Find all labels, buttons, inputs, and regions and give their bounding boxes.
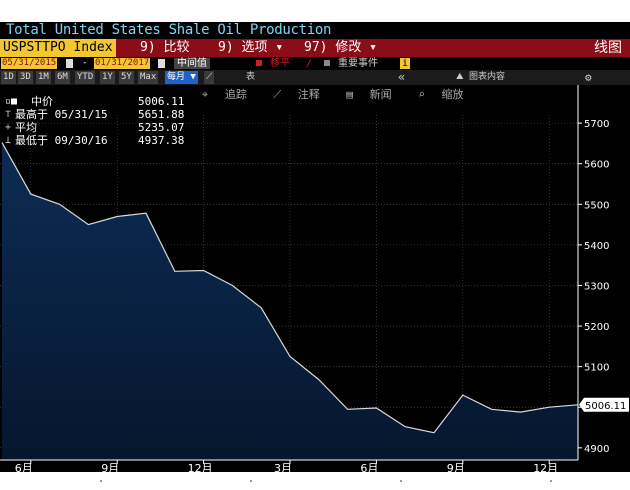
chart-title: Total United States Shale Oil Production (6, 22, 332, 38)
average-line-icon: + (5, 122, 12, 133)
y-tick-label: 5500 (584, 200, 609, 211)
mid-legend-icon: ▫■ (5, 96, 18, 107)
title-bar: Total United States Shale Oil Production (0, 22, 630, 39)
y-tick-label: 4900 (584, 444, 609, 455)
chart-area[interactable]: 490050005100520053005400550056005700 6月2… (0, 85, 630, 472)
pen-icon: ⟋ (273, 88, 282, 101)
range-button-1m[interactable]: 1M (36, 71, 51, 84)
date-separator: - (82, 58, 88, 68)
x-tick-label: 9月 (447, 462, 465, 472)
events-info-badge[interactable]: i (400, 58, 411, 69)
start-date-field[interactable]: 05/31/2015 (1, 58, 58, 69)
edit-dropdown-icon: ▾ (369, 40, 377, 55)
x-tick-label: 6月 (15, 462, 33, 472)
annotate-tool[interactable]: ⟋ 注释 (273, 88, 320, 101)
chart-content-button[interactable]: ⛰ 图表内容 (456, 72, 505, 82)
moving-avg-toggle[interactable]: 移平 (270, 58, 290, 69)
range-button-max[interactable]: Max (138, 71, 159, 84)
track-tool[interactable]: ⌖ 追踪 (202, 88, 247, 101)
bloomberg-chart-window: Total United States Shale Oil Production… (0, 22, 630, 472)
range-toolbar: 1D 3D 1M 6M YTD 1Y 5Y Max 每月 ▼ ⟋ 表 « ⛰ 图… (0, 70, 630, 85)
x-tick-label: 12月 (533, 462, 558, 472)
last-value-marker: 5006.11 (579, 397, 629, 412)
settings-icon[interactable]: ⚙ (585, 71, 592, 84)
news-icon: ▤ (346, 88, 354, 101)
compare-menu[interactable]: 9) 比较 (140, 40, 190, 55)
mid-value-dropdown[interactable]: 中间值 (174, 58, 210, 69)
range-button-3d[interactable]: 3D (18, 71, 33, 84)
x-tick-label: 9月 (101, 462, 119, 472)
chart-type-button[interactable]: 线图 (594, 40, 622, 56)
moving-avg-swatch-icon (256, 60, 262, 66)
chart-content-icon: ⛰ (456, 72, 464, 82)
last-value-box (579, 397, 629, 412)
range-button-6m[interactable]: 6M (55, 71, 70, 84)
zoom-tool[interactable]: ⌕ 缩放 (418, 88, 464, 101)
x-axis-band (0, 460, 630, 472)
y-tick-label: 5700 (584, 119, 609, 130)
crosshair-icon: ⌖ (202, 88, 209, 101)
collapse-icon[interactable]: « (398, 70, 406, 84)
y-tick-label: 5400 (584, 241, 609, 252)
range-button-1y[interactable]: 1Y (100, 71, 115, 84)
start-calendar-icon[interactable] (66, 59, 73, 68)
last-value-label: 5006.11 (585, 401, 626, 412)
range-button-1d[interactable]: 1D (1, 71, 16, 84)
end-date-field[interactable]: 01/31/2017 (94, 58, 151, 69)
price-line (1, 142, 579, 434)
ticker-field[interactable]: USPSTTPO Index (0, 39, 116, 57)
news-tool[interactable]: ▤ 新闻 (346, 88, 392, 101)
area-fill (2, 142, 578, 460)
chart-tools: ⌖ 追踪 ⟋ 注释 ▤ 新闻 ⌕ 缩放 (202, 88, 484, 102)
y-tick-label: 5300 (584, 281, 609, 292)
range-button-ytd[interactable]: YTD (75, 71, 96, 84)
x-tick-label: 12月 (188, 462, 213, 472)
key-events-swatch-icon (324, 60, 330, 66)
price-chart: 490050005100520053005400550056005700 6月2… (0, 85, 630, 472)
date-row: 05/31/2015 - 01/31/2017 中间值 移平 / 重要事件 i (0, 57, 630, 70)
magnifier-icon: ⌕ (418, 88, 425, 101)
line-chart-icon[interactable]: ⟋ (204, 71, 215, 84)
x-tick-label: 6月 (360, 462, 378, 472)
x-tick-label: 3月 (274, 462, 292, 472)
range-button-5y[interactable]: 5Y (119, 71, 134, 84)
bottom-margin (0, 472, 630, 490)
menu-bar: USPSTTPO Index 9) 比较 9) 选项 ▾ 97) 修改 ▾ 线图 (0, 39, 630, 57)
options-menu[interactable]: 9) 选项 ▾ (218, 40, 284, 55)
y-tick-label: 5600 (584, 160, 609, 171)
end-calendar-icon[interactable] (158, 59, 165, 68)
y-tick-label: 5200 (584, 322, 609, 333)
key-events-toggle[interactable]: 重要事件 (338, 58, 378, 69)
frequency-dropdown[interactable]: 每月 ▼ (165, 71, 198, 84)
high-marker-icon: ⊤ (5, 109, 12, 120)
y-tick-label: 5100 (584, 363, 609, 374)
options-dropdown-icon: ▾ (275, 40, 284, 55)
edit-menu[interactable]: 97) 修改 ▾ (304, 40, 377, 55)
x-axis: 6月20159月12月3月6月20169月12月2017 (0, 459, 630, 472)
table-view-button[interactable]: 表 (246, 72, 256, 82)
low-marker-icon: ⊥ (5, 135, 12, 146)
pencil-icon[interactable]: / (306, 58, 313, 69)
